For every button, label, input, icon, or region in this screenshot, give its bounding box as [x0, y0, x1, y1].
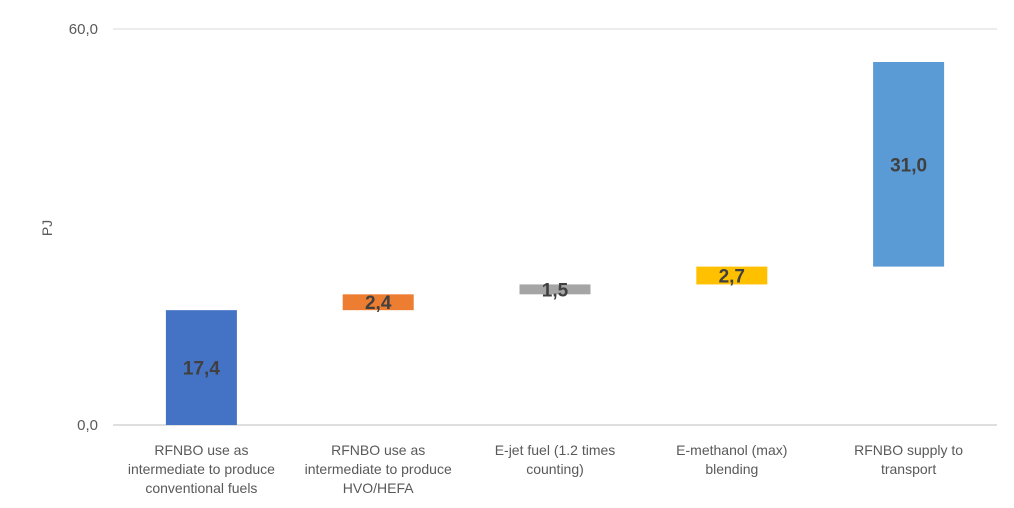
- bar: [165, 310, 237, 425]
- y-axis-label: PJ: [39, 220, 55, 236]
- bar: [873, 62, 945, 267]
- data-label: 31,0: [890, 155, 927, 176]
- x-tick-label: RFNBO supply to: [854, 442, 963, 458]
- x-tick-label: E-jet fuel (1.2 times: [495, 442, 616, 458]
- x-tick-label: E-methanol (max): [676, 442, 787, 458]
- x-tick-label: RFNBO use as: [154, 442, 248, 458]
- x-tick-label: counting): [526, 461, 584, 477]
- x-tick-label: transport: [881, 461, 936, 477]
- x-tick-label: conventional fuels: [145, 480, 257, 496]
- data-label: 17,4: [183, 359, 220, 380]
- data-label: 2,7: [719, 267, 745, 288]
- bar: [696, 266, 768, 285]
- x-tick-label: blending: [705, 461, 758, 477]
- x-tick-label: intermediate to produce: [128, 461, 275, 477]
- data-label: 2,4: [365, 293, 392, 314]
- data-label: 1,5: [542, 280, 569, 301]
- y-tick-label: 0,0: [77, 417, 98, 434]
- bar: [519, 284, 591, 295]
- y-tick-label: 60,0: [69, 21, 98, 38]
- x-tick-label: RFNBO use as: [331, 442, 425, 458]
- x-tick-label: intermediate to produce: [305, 461, 452, 477]
- x-tick-label: HVO/HEFA: [343, 480, 414, 496]
- bar: [342, 294, 414, 311]
